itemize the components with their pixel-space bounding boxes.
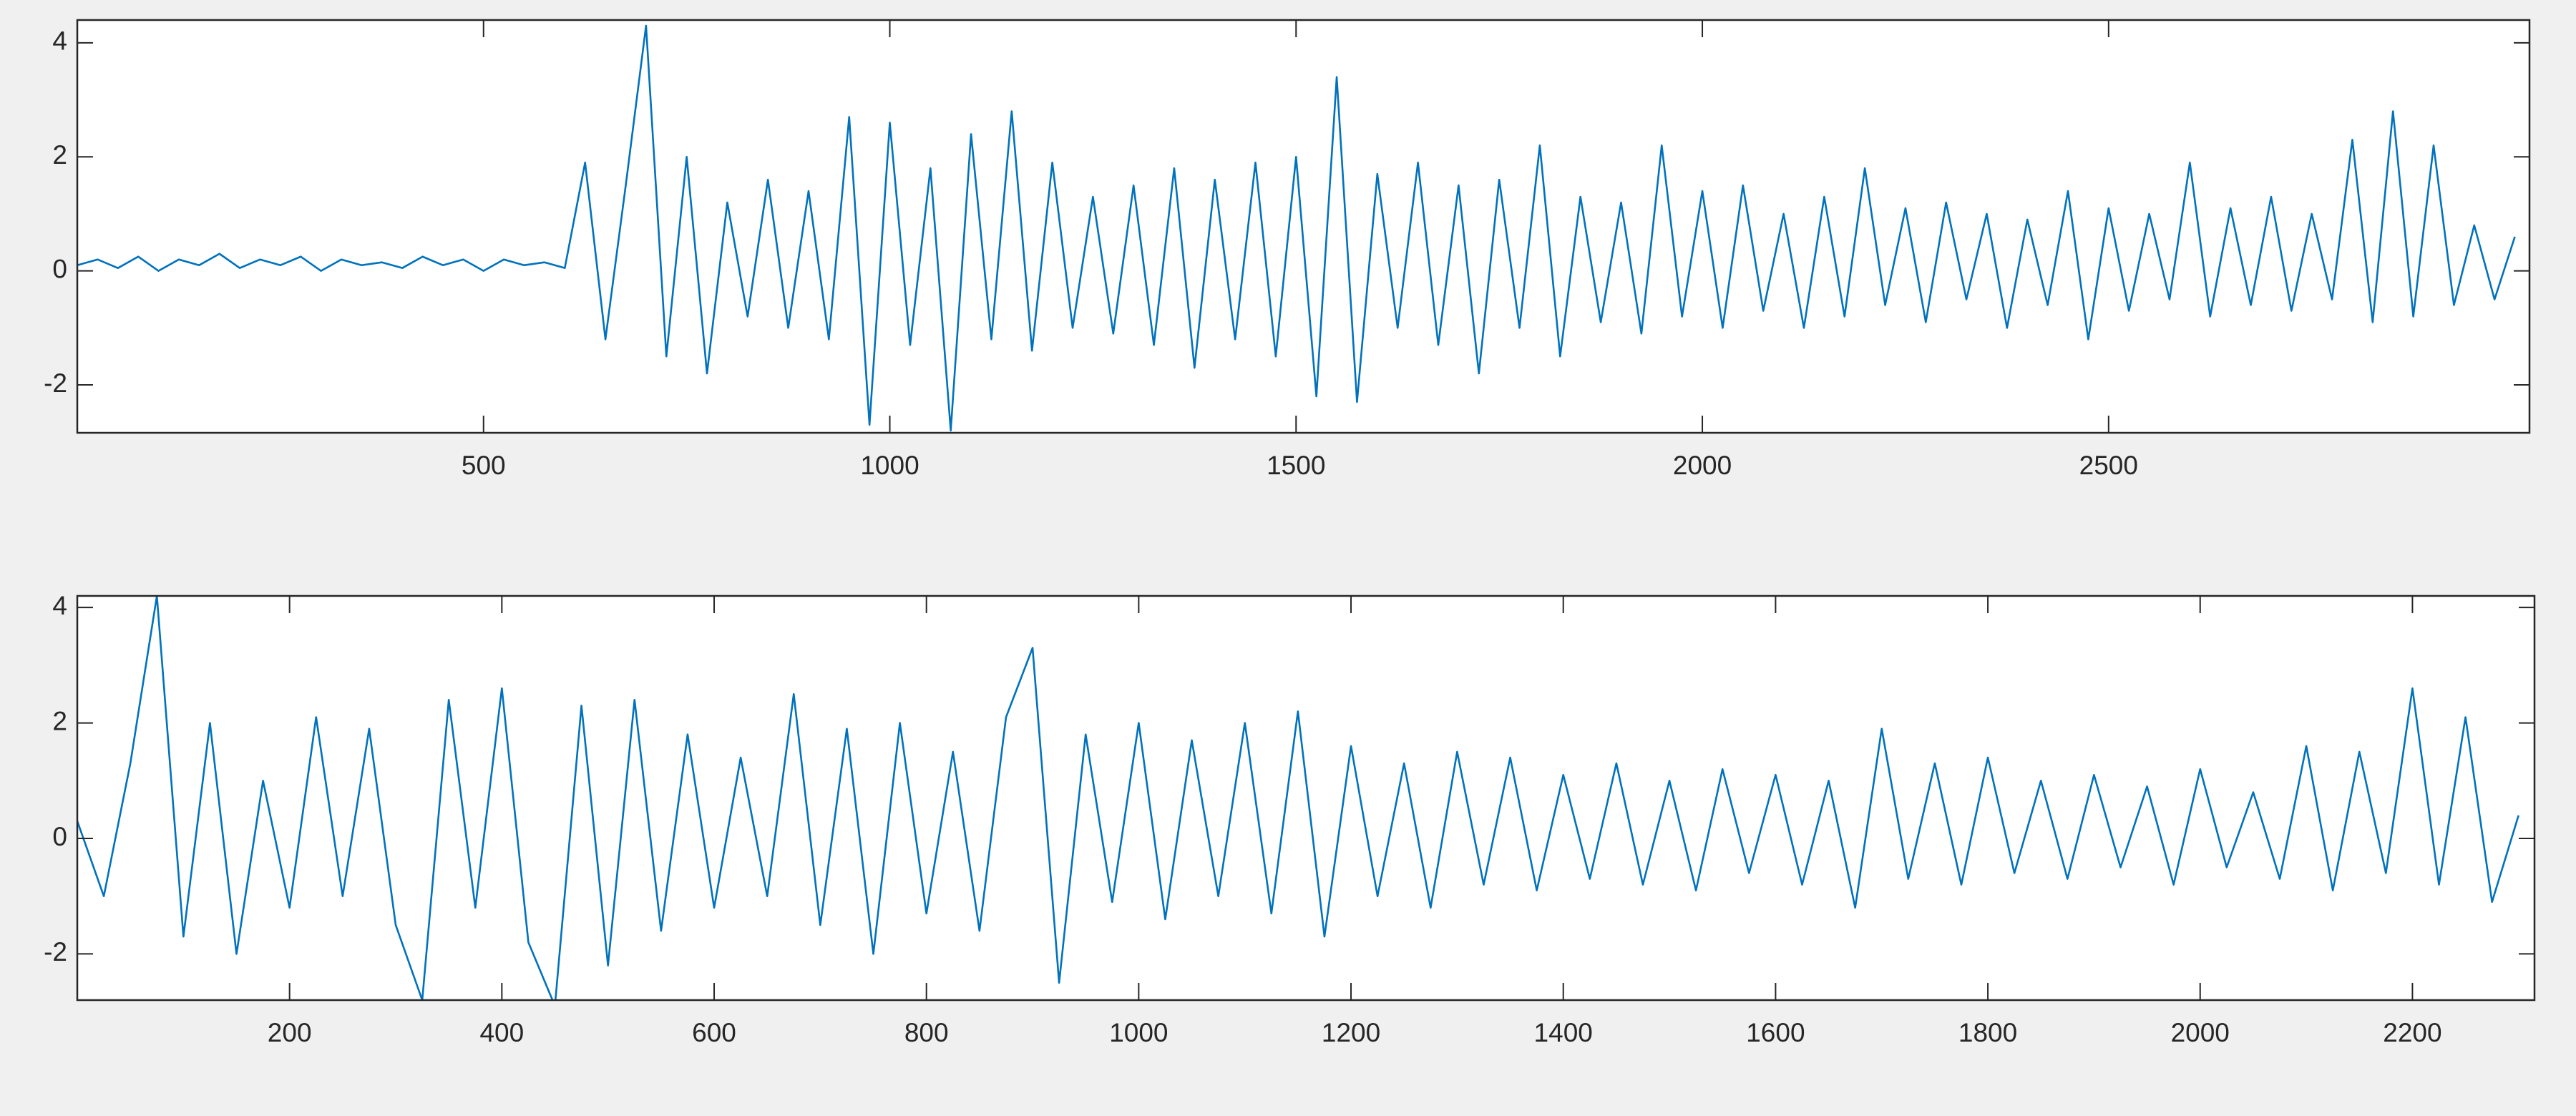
y-tick-label: 0 — [52, 254, 67, 283]
x-tick-label: 2500 — [2079, 451, 2138, 480]
plot-area — [77, 596, 2534, 1000]
x-tick-label: 1000 — [1109, 1018, 1168, 1047]
x-tick-label: 1600 — [1746, 1018, 1805, 1047]
y-tick-label: -2 — [44, 368, 67, 398]
x-tick-label: 800 — [904, 1018, 949, 1047]
axes-box — [76, 594, 2536, 1002]
y-tick-label: 0 — [52, 822, 67, 851]
x-tick-label: 500 — [462, 451, 506, 480]
x-tick-label: 600 — [692, 1018, 736, 1047]
y-tick-label: 4 — [52, 591, 67, 620]
x-tick-label: 2000 — [1673, 451, 1732, 480]
x-tick-label: 1500 — [1267, 451, 1325, 480]
signal-line — [77, 596, 2519, 1000]
x-tick-label: 1400 — [1534, 1018, 1593, 1047]
y-tick-label: -2 — [44, 937, 67, 966]
x-tick-label: 1000 — [860, 451, 919, 480]
x-tick-label: 2000 — [2171, 1018, 2230, 1047]
plot-area — [77, 20, 2529, 433]
x-tick-label: 1800 — [1958, 1018, 2017, 1047]
x-tick-label: 400 — [479, 1018, 524, 1047]
axes-box — [76, 19, 2531, 434]
y-tick-label: 2 — [52, 706, 67, 735]
y-tick-label: 2 — [52, 140, 67, 170]
x-tick-label: 1200 — [1322, 1018, 1380, 1047]
x-tick-label: 200 — [268, 1018, 312, 1047]
x-tick-label: 2200 — [2383, 1018, 2441, 1047]
signal-line — [77, 24, 2516, 432]
y-tick-label: 4 — [52, 26, 67, 56]
